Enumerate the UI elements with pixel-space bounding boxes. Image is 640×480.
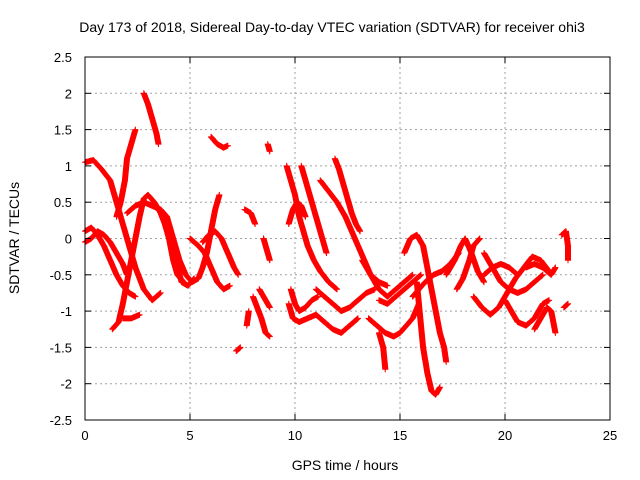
x-axis-label: GPS time / hours	[292, 457, 399, 473]
y-axis-label: SDTVAR / TECUs	[6, 182, 22, 294]
series-markers	[287, 286, 322, 315]
series-markers	[359, 257, 416, 300]
series-markers	[233, 344, 244, 354]
series-arc-27	[331, 155, 364, 235]
series-arc-19	[260, 235, 273, 264]
series-arc-44	[558, 228, 571, 264]
y-tick-label: 2.5	[54, 50, 72, 65]
series-markers	[313, 286, 378, 315]
series-markers	[241, 206, 259, 227]
series-arc-40	[481, 250, 546, 296]
series-arc-30	[376, 329, 389, 373]
series-markers	[376, 271, 424, 307]
series-markers	[317, 177, 391, 289]
series-arc-7	[119, 311, 143, 322]
series-markers	[531, 304, 559, 336]
x-tick-label: 5	[186, 428, 193, 443]
series-arc-28	[313, 286, 378, 315]
series-markers	[502, 297, 553, 329]
series-arc-31	[365, 300, 422, 340]
series-arc-41	[502, 297, 553, 329]
y-axis: -2.5 -2 -1.5 -1 -0.5 0 0.5 1 1.5 2 2.5	[50, 50, 610, 428]
series-arc-5	[113, 126, 139, 220]
series-markers	[264, 141, 273, 155]
series-markers	[376, 329, 389, 373]
y-tick-label: 0.5	[54, 195, 72, 210]
x-axis: 0 5 10 15 20 25	[81, 57, 617, 443]
series-markers	[331, 155, 364, 235]
series-arc-29	[359, 257, 416, 300]
series-arc-17	[250, 293, 273, 340]
series-arc-6	[140, 90, 162, 148]
y-tick-label: -1	[60, 304, 72, 319]
series-markers	[470, 253, 553, 318]
series-arc-22	[285, 199, 309, 227]
series-arc-11	[187, 235, 233, 293]
series-markers	[166, 221, 198, 289]
y-tick-label: -1.5	[50, 340, 72, 355]
series-arc-15	[243, 308, 252, 329]
series-arc-12	[199, 228, 242, 278]
series-markers	[187, 235, 233, 293]
series-arc-24	[287, 286, 322, 315]
series-arc-23	[298, 162, 330, 256]
series-markers	[199, 228, 242, 278]
series-arc-18	[256, 286, 273, 311]
grid	[85, 57, 610, 420]
series-markers	[260, 235, 273, 264]
series-arc-37	[453, 235, 483, 293]
y-tick-label: -2	[60, 377, 72, 392]
series-markers	[119, 311, 143, 322]
series-arc-8	[124, 199, 170, 220]
series-markers	[208, 133, 231, 151]
series-markers	[243, 308, 252, 329]
series-markers	[298, 162, 330, 256]
series-markers	[113, 126, 139, 220]
series-markers	[365, 300, 422, 340]
series-markers	[140, 90, 162, 148]
series-markers	[285, 300, 361, 336]
x-tick-label: 20	[498, 428, 512, 443]
x-tick-label: 0	[81, 428, 88, 443]
series-arc-16	[241, 206, 259, 227]
x-tick-label: 15	[393, 428, 407, 443]
series-arc-43	[523, 260, 559, 278]
series-markers	[560, 300, 571, 311]
series-arc-45	[560, 300, 571, 311]
series-markers	[558, 228, 571, 264]
x-tick-label: 25	[603, 428, 617, 443]
series-markers	[250, 293, 273, 340]
y-tick-label: -2.5	[50, 413, 72, 428]
y-tick-label: 2	[65, 86, 72, 101]
series-arc-33	[413, 279, 443, 398]
series-markers	[283, 162, 340, 293]
chart-title: Day 173 of 2018, Sidereal Day-to-day VTE…	[79, 19, 585, 35]
series-arc-39	[470, 253, 553, 318]
data-series	[82, 90, 571, 398]
y-tick-label: 1.5	[54, 123, 72, 138]
series-markers	[523, 260, 559, 278]
series-arc-10	[166, 221, 198, 289]
series-markers	[453, 235, 483, 293]
series-markers	[285, 199, 309, 227]
series-arc-13	[208, 133, 231, 151]
series-markers	[256, 286, 273, 311]
y-tick-label: -0.5	[50, 268, 72, 283]
series-markers	[481, 250, 546, 296]
series-arc-21	[283, 162, 340, 293]
y-tick-label: 0	[65, 232, 72, 247]
series-markers	[413, 279, 443, 398]
y-tick-label: 1	[65, 159, 72, 174]
series-arc-20	[264, 141, 273, 155]
series-arc-42	[531, 304, 559, 336]
series-markers	[124, 199, 170, 220]
series-arc-26	[317, 177, 391, 289]
series-arc-14	[233, 344, 244, 354]
x-tick-label: 10	[288, 428, 302, 443]
series-arc-25	[285, 300, 361, 336]
series-arc-32	[376, 271, 424, 307]
